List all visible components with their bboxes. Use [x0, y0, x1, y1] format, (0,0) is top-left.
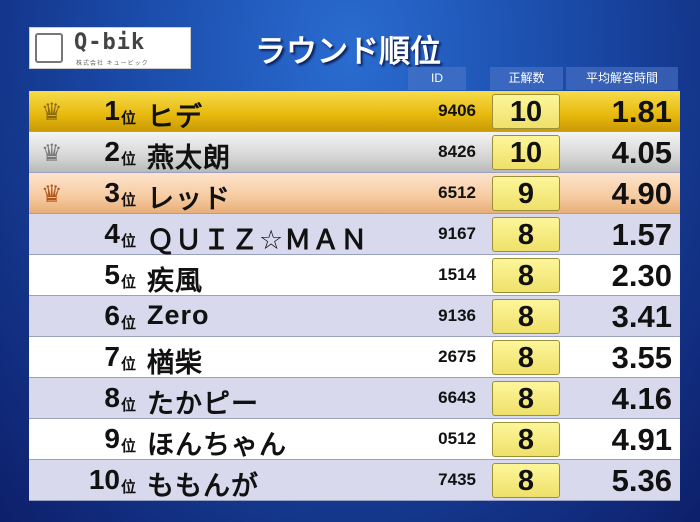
- player-id: 7435: [438, 470, 476, 489]
- player-name: ヒデ: [147, 102, 203, 132]
- correct-count: 8: [492, 463, 560, 498]
- rank-number: 5: [104, 259, 120, 290]
- table-row: 4 位 ＱＵＩＺ☆ＭＡＮ 9167 8 1.57: [29, 214, 680, 255]
- avg-answer-time: 4.05: [611, 135, 672, 170]
- logo-subtext: 株式会社 キュービック: [76, 61, 149, 67]
- logo-mark: [35, 33, 63, 63]
- player-id: 1514: [438, 265, 476, 284]
- rank-number: 7: [104, 341, 120, 372]
- player-name: 疾風: [147, 266, 203, 296]
- table-row: ♛ 3 位レッド 6512 9 4.90: [29, 173, 680, 214]
- player-name: Zero: [147, 300, 210, 330]
- rank-number: 2: [104, 136, 120, 167]
- avg-answer-time: 4.91: [611, 422, 672, 457]
- crown-icon: ♛: [41, 181, 63, 208]
- ranking-table: ♛ 1 位ヒデ 9406 10 1.81 ♛ 2 位燕太朗 8426 10 4.05 ♛ 3 位レッド 651…: [29, 91, 680, 501]
- rank-number: 3: [104, 177, 120, 208]
- crown-icon: ♛: [41, 99, 63, 126]
- player-id: 0512: [438, 429, 476, 448]
- player-name: ＱＵＩＺ☆ＭＡＮ: [147, 225, 369, 255]
- header-id: ID: [408, 67, 466, 90]
- rank-number: 10: [88, 464, 120, 495]
- rank-suffix: 位: [121, 274, 137, 291]
- company-logo: Q-bik 株式会社 キュービック: [29, 27, 191, 69]
- avg-answer-time: 1.57: [611, 217, 672, 252]
- correct-count: 8: [492, 217, 560, 252]
- player-id: 6643: [438, 388, 476, 407]
- rank-suffix: 位: [121, 356, 137, 373]
- rank-suffix: 位: [121, 479, 137, 496]
- crown-icon: ♛: [41, 140, 63, 167]
- table-row: ♛ 1 位ヒデ 9406 10 1.81: [29, 91, 680, 132]
- rank-number: 8: [104, 382, 120, 413]
- player-name: 楢柴: [147, 348, 203, 378]
- avg-answer-time: 2.30: [611, 258, 672, 293]
- avg-answer-time: 3.41: [611, 299, 672, 334]
- rank-number: 9: [104, 423, 120, 454]
- player-name: レッド: [147, 184, 231, 214]
- rank-number: 6: [104, 300, 120, 331]
- table-row: 5 位疾風 1514 8 2.30: [29, 255, 680, 296]
- correct-count: 8: [492, 340, 560, 375]
- table-row: ♛ 2 位燕太朗 8426 10 4.05: [29, 132, 680, 173]
- player-id: 2675: [438, 347, 476, 366]
- rank-suffix: 位: [121, 110, 137, 127]
- header-time: 平均解答時間: [566, 67, 678, 90]
- player-name: ほんちゃん: [147, 430, 287, 460]
- logo-text: Q-bik: [74, 30, 146, 55]
- player-name: ももんが: [147, 471, 259, 501]
- player-id: 8426: [438, 142, 476, 161]
- player-id: 9406: [438, 101, 476, 120]
- page-title: ラウンド順位: [255, 34, 441, 69]
- correct-count: 8: [492, 381, 560, 416]
- player-id: 9136: [438, 306, 476, 325]
- avg-answer-time: 1.81: [611, 94, 672, 129]
- correct-count: 8: [492, 299, 560, 334]
- table-row: 6 位 Zero 9136 8 3.41: [29, 296, 680, 337]
- table-row: 8 位たかピー 6643 8 4.16: [29, 378, 680, 419]
- table-row: 9 位ほんちゃん 0512 8 4.91: [29, 419, 680, 460]
- rank-number: 4: [104, 218, 120, 249]
- correct-count: 8: [492, 422, 560, 457]
- correct-count: 9: [492, 176, 560, 211]
- rank-suffix: 位: [121, 192, 137, 209]
- rank-suffix: 位: [121, 151, 137, 168]
- player-id: 9167: [438, 224, 476, 243]
- correct-count: 10: [492, 94, 560, 129]
- avg-answer-time: 4.16: [611, 381, 672, 416]
- rank-suffix: 位: [121, 315, 137, 332]
- correct-count: 8: [492, 258, 560, 293]
- rank-suffix: 位: [121, 397, 137, 414]
- rank-number: 1: [104, 95, 120, 126]
- player-name: 燕太朗: [147, 143, 231, 173]
- header-score: 正解数: [490, 67, 563, 90]
- table-row: 10 位ももんが 7435 8 5.36: [29, 460, 680, 501]
- player-id: 6512: [438, 183, 476, 202]
- rank-suffix: 位: [121, 438, 137, 455]
- correct-count: 10: [492, 135, 560, 170]
- table-row: 7 位楢柴 2675 8 3.55: [29, 337, 680, 378]
- avg-answer-time: 5.36: [611, 463, 672, 498]
- avg-answer-time: 3.55: [611, 340, 672, 375]
- rank-suffix: 位: [121, 233, 137, 250]
- player-name: たかピー: [147, 389, 259, 419]
- avg-answer-time: 4.90: [611, 176, 672, 211]
